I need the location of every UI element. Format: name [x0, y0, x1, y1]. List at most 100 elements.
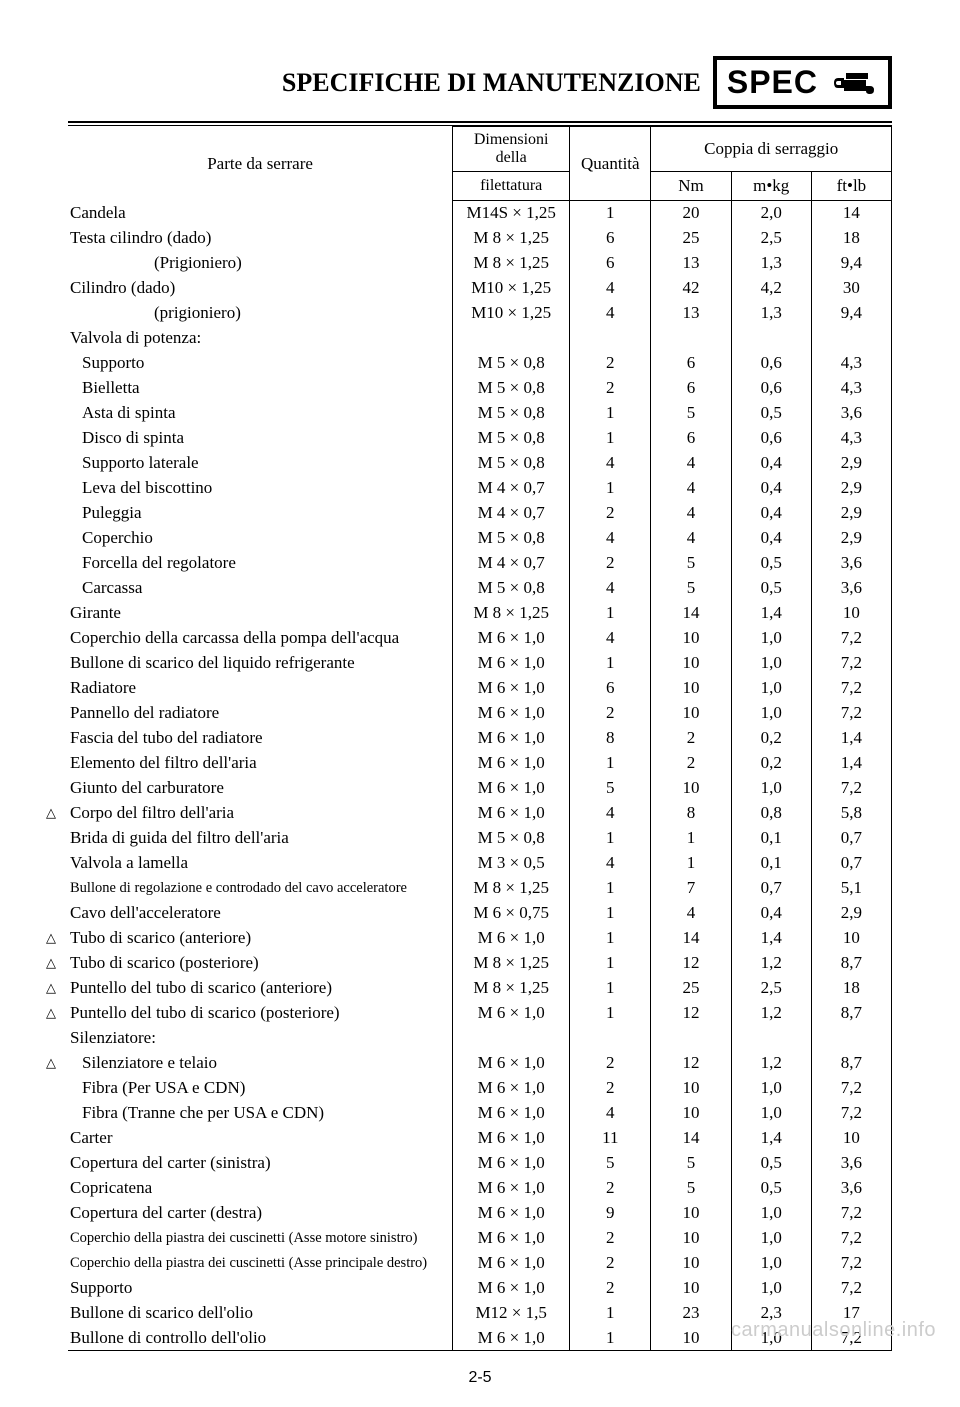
table-row: Cilindro (dado)M10 × 1,254424,230: [68, 276, 892, 301]
cell-qty: 1: [570, 401, 651, 426]
cell-nm: 7: [651, 876, 731, 901]
torque-spec-table: Parte da serrare Dimensioni della Quanti…: [68, 126, 892, 1351]
cell-nm: 5: [651, 1176, 731, 1201]
cell-dim: M 6 × 0,75: [453, 901, 570, 926]
cell-mkg: 0,5: [731, 1151, 811, 1176]
cell-parte: Leva del biscottino: [68, 476, 453, 501]
cell-parte: Testa cilindro (dado): [68, 226, 453, 251]
cell-parte: Forcella del regolatore: [68, 551, 453, 576]
cell-mkg: 1,4: [731, 1126, 811, 1151]
cell-nm: 10: [651, 701, 731, 726]
table-row: CandelaM14S × 1,251202,014: [68, 201, 892, 226]
cell-dim: M 5 × 0,8: [453, 451, 570, 476]
cell-ftlb: 7,2: [811, 776, 891, 801]
cell-mkg: 1,0: [731, 776, 811, 801]
table-row: GiranteM 8 × 1,251141,410: [68, 601, 892, 626]
cell-parte: Bullone di controllo dell'olio: [68, 1326, 453, 1351]
cell-parte: Fibra (Per USA e CDN): [68, 1076, 453, 1101]
cell-nm: 6: [651, 376, 731, 401]
cell-qty: 1: [570, 751, 651, 776]
cell-dim: M 6 × 1,0: [453, 1251, 570, 1276]
cell-qty: 4: [570, 276, 651, 301]
cell-qty: 4: [570, 801, 651, 826]
table-row: Leva del biscottinoM 4 × 0,7140,42,9: [68, 476, 892, 501]
cell-parte: Elemento del filtro dell'aria: [68, 751, 453, 776]
cell-nm: 42: [651, 276, 731, 301]
cell-mkg: 1,0: [731, 676, 811, 701]
cell-mkg: 1,0: [731, 1201, 811, 1226]
cell-qty: 1: [570, 976, 651, 1001]
table-row: Disco di spintaM 5 × 0,8160,64,3: [68, 426, 892, 451]
table-row: Cavo dell'acceleratoreM 6 × 0,75140,42,9: [68, 901, 892, 926]
cell-nm: 20: [651, 201, 731, 226]
table-row: CopricatenaM 6 × 1,0250,53,6: [68, 1176, 892, 1201]
cell-dim: M 6 × 1,0: [453, 1226, 570, 1251]
cell-nm: 5: [651, 1151, 731, 1176]
cell-parte: Disco di spinta: [68, 426, 453, 451]
cell-ftlb: 3,6: [811, 1176, 891, 1201]
cell-nm: 4: [651, 476, 731, 501]
cell-nm: 12: [651, 1051, 731, 1076]
cell-mkg: 0,6: [731, 426, 811, 451]
cell-qty: 4: [570, 301, 651, 326]
cell-dim: M 5 × 0,8: [453, 576, 570, 601]
cell-mkg: 1,3: [731, 251, 811, 276]
cell-nm: 4: [651, 901, 731, 926]
cell-dim: [453, 1026, 570, 1051]
cell-mkg: 1,0: [731, 1276, 811, 1301]
cell-dim: M 6 × 1,0: [453, 1076, 570, 1101]
cell-qty: 1: [570, 1301, 651, 1326]
spec-label: SPEC: [727, 64, 818, 101]
table-row: SupportoM 5 × 0,8260,64,3: [68, 351, 892, 376]
cell-dim: M 6 × 1,0: [453, 1276, 570, 1301]
cell-qty: 1: [570, 601, 651, 626]
cell-dim: M 8 × 1,25: [453, 976, 570, 1001]
cell-nm: 23: [651, 1301, 731, 1326]
page-number: 2-5: [68, 1369, 892, 1387]
cell-qty: 6: [570, 251, 651, 276]
cell-qty: 6: [570, 676, 651, 701]
cell-ftlb: 5,8: [811, 801, 891, 826]
table-row: SupportoM 6 × 1,02101,07,2: [68, 1276, 892, 1301]
triangle-icon: △: [46, 955, 56, 971]
cell-qty: 4: [570, 626, 651, 651]
cell-parte: Bullone di scarico del liquido refrigera…: [68, 651, 453, 676]
cell-dim: M 6 × 1,0: [453, 726, 570, 751]
table-row: Bullone di regolazione e controdado del …: [68, 876, 892, 901]
table-row: Supporto lateraleM 5 × 0,8440,42,9: [68, 451, 892, 476]
cell-ftlb: 14: [811, 201, 891, 226]
cell-qty: 4: [570, 526, 651, 551]
cell-nm: 10: [651, 1201, 731, 1226]
cell-dim: M 8 × 1,25: [453, 951, 570, 976]
cell-parte: Girante: [68, 601, 453, 626]
cell-ftlb: 2,9: [811, 476, 891, 501]
cell-qty: 1: [570, 1001, 651, 1026]
table-row: Brida di guida del filtro dell'ariaM 5 ×…: [68, 826, 892, 851]
cell-parte: Pannello del radiatore: [68, 701, 453, 726]
cell-qty: 4: [570, 1101, 651, 1126]
cell-ftlb: 7,2: [811, 1076, 891, 1101]
cell-parte: Coperchio della piastra dei cuscinetti (…: [68, 1251, 453, 1276]
cell-qty: 9: [570, 1201, 651, 1226]
cell-ftlb: 0,7: [811, 826, 891, 851]
cell-ftlb: 18: [811, 976, 891, 1001]
table-row: PuleggiaM 4 × 0,7240,42,9: [68, 501, 892, 526]
cell-dim: M 6 × 1,0: [453, 1051, 570, 1076]
cell-parte: Candela: [68, 201, 453, 226]
cell-nm: 10: [651, 1076, 731, 1101]
header-dim-bottom: filettatura: [453, 172, 570, 201]
table-body: CandelaM14S × 1,251202,014Testa cilindro…: [68, 201, 892, 1351]
table-row: △Corpo del filtro dell'ariaM 6 × 1,0480,…: [68, 801, 892, 826]
cell-parte: △Puntello del tubo di scarico (posterior…: [68, 1001, 453, 1026]
cell-mkg: 2,5: [731, 976, 811, 1001]
cell-parte: Silenziatore:: [68, 1026, 453, 1051]
table-row: (Prigioniero)M 8 × 1,256131,39,4: [68, 251, 892, 276]
cell-nm: 14: [651, 1126, 731, 1151]
cell-mkg: 0,1: [731, 851, 811, 876]
table-row: Fascia del tubo del radiatoreM 6 × 1,082…: [68, 726, 892, 751]
cell-nm: 25: [651, 976, 731, 1001]
cell-nm: 8: [651, 801, 731, 826]
cell-dim: M 3 × 0,5: [453, 851, 570, 876]
cell-parte: △Silenziatore e telaio: [68, 1051, 453, 1076]
cell-ftlb: 10: [811, 601, 891, 626]
